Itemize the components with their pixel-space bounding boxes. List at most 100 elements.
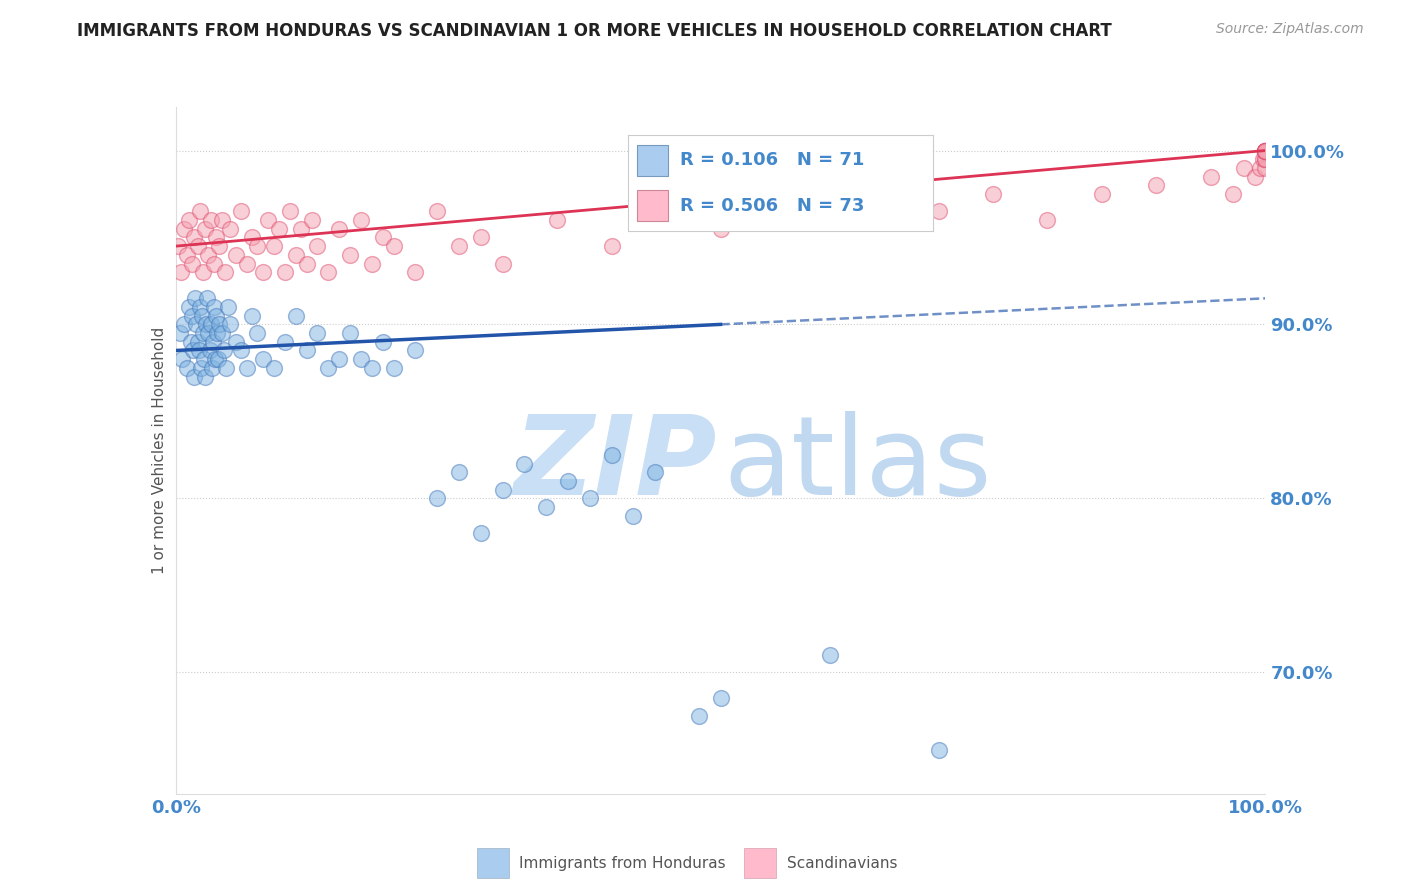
Point [217, 300, 239, 314]
Point [235, 360, 257, 375]
Point [240, 309, 263, 323]
Point [818, 213, 841, 227]
Point [928, 743, 950, 757]
Point [492, 483, 515, 497]
Point [194, 369, 217, 384]
Point [710, 221, 733, 235]
Point [181, 256, 204, 270]
Point [173, 318, 195, 332]
Point [200, 318, 222, 332]
Point [447, 239, 470, 253]
Point [290, 221, 312, 235]
Point [205, 309, 228, 323]
Point [204, 352, 226, 367]
Point [1199, 169, 1222, 184]
Point [183, 369, 205, 384]
Point [252, 352, 274, 367]
Point [307, 239, 329, 253]
Point [447, 465, 470, 479]
Point [274, 265, 297, 279]
Point [1222, 186, 1244, 201]
Point [200, 213, 222, 227]
Point [176, 248, 198, 262]
Point [513, 457, 536, 471]
Point [426, 491, 449, 506]
Point [252, 265, 274, 279]
Point [284, 309, 307, 323]
Point [1233, 161, 1256, 175]
Point [371, 334, 394, 349]
Point [1254, 152, 1277, 166]
Point [710, 691, 733, 706]
Point [371, 230, 394, 244]
Point [318, 360, 340, 375]
Text: ZIP: ZIP [513, 410, 717, 517]
Point [170, 265, 193, 279]
Point [201, 360, 224, 375]
Point [177, 300, 200, 314]
Point [339, 326, 361, 340]
Point [177, 213, 200, 227]
Point [180, 334, 202, 349]
Point [492, 256, 515, 270]
Point [172, 352, 194, 367]
Point [181, 309, 204, 323]
Point [211, 326, 233, 340]
Point [173, 221, 195, 235]
Point [205, 230, 228, 244]
Point [214, 265, 236, 279]
Point [382, 360, 405, 375]
Point [193, 352, 215, 367]
Point [225, 248, 247, 262]
Point [546, 213, 568, 227]
Point [1254, 161, 1277, 175]
Point [257, 213, 280, 227]
Point [295, 256, 318, 270]
Point [350, 213, 373, 227]
Y-axis label: 1 or more Vehicles in Household: 1 or more Vehicles in Household [152, 326, 167, 574]
Point [191, 309, 214, 323]
Text: atlas: atlas [724, 410, 993, 517]
Point [194, 221, 217, 235]
Text: Source: ZipAtlas.com: Source: ZipAtlas.com [1216, 22, 1364, 37]
Point [269, 221, 291, 235]
Point [219, 221, 242, 235]
Point [195, 291, 218, 305]
Point [197, 248, 219, 262]
Point [225, 334, 247, 349]
Text: Immigrants from Honduras: Immigrants from Honduras [519, 855, 725, 871]
Point [1254, 144, 1277, 158]
Point [981, 186, 1004, 201]
Point [197, 326, 219, 340]
Point [470, 526, 492, 541]
Text: IMMIGRANTS FROM HONDURAS VS SCANDINAVIAN 1 OR MORE VEHICLES IN HOUSEHOLD CORRELA: IMMIGRANTS FROM HONDURAS VS SCANDINAVIAN… [77, 22, 1112, 40]
Point [202, 300, 225, 314]
Point [205, 326, 228, 340]
Point [186, 334, 209, 349]
Point [470, 230, 492, 244]
Point [187, 343, 209, 358]
Point [579, 491, 602, 506]
Point [1254, 152, 1277, 166]
Point [184, 291, 207, 305]
Point [328, 221, 350, 235]
Point [176, 360, 198, 375]
Point [190, 360, 212, 375]
Point [211, 213, 233, 227]
Point [600, 239, 623, 253]
Point [188, 300, 211, 314]
Point [169, 326, 191, 340]
Bar [744, 848, 776, 878]
Point [339, 248, 361, 262]
Point [1091, 186, 1114, 201]
Point [263, 239, 285, 253]
Point [318, 265, 340, 279]
Point [361, 256, 384, 270]
Point [426, 204, 449, 219]
Point [534, 500, 557, 514]
Point [1254, 144, 1277, 158]
Point [235, 256, 257, 270]
Point [688, 708, 710, 723]
Point [231, 343, 253, 358]
Point [557, 474, 579, 488]
